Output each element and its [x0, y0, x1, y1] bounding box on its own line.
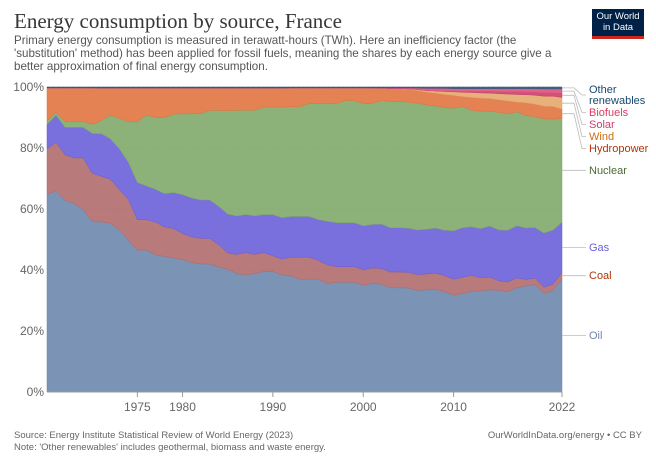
- x-tick-label: 1975: [124, 400, 151, 414]
- chart-title: Energy consumption by source, France: [14, 9, 342, 33]
- x-tick-label: 1980: [169, 400, 196, 414]
- area-series: [46, 86, 563, 393]
- legend-label-hydropower: Hydropower: [589, 143, 649, 155]
- legend-label-gas: Gas: [589, 242, 610, 254]
- legend-label-nuclear: Nuclear: [589, 165, 627, 177]
- legend-label-coal: Coal: [589, 270, 612, 282]
- legend-label-solar: Solar: [589, 119, 615, 131]
- area-other-renewables: [46, 86, 563, 90]
- source-note: Source: Energy Institute Statistical Rev…: [14, 430, 294, 441]
- y-tick-label: 60%: [20, 202, 44, 216]
- y-tick-label: 20%: [20, 324, 44, 338]
- credit-link[interactable]: OurWorldInData.org/energy • CC BY: [487, 430, 642, 441]
- legend-leader-line: [562, 102, 586, 137]
- x-tick-label: 2000: [350, 400, 377, 414]
- y-tick-label: 80%: [20, 141, 44, 155]
- footnote: Note: 'Other renewables' includes geothe…: [14, 442, 326, 453]
- legend-leader-line: [562, 87, 586, 96]
- y-tick-label: 0%: [27, 385, 45, 399]
- y-tick-label: 100%: [13, 80, 44, 94]
- legend-leader-line: [562, 90, 586, 113]
- x-axis: 1975 1980 1990 2000 2010 2022: [47, 391, 576, 414]
- logo-line-1: Our World: [596, 11, 640, 22]
- x-tick-label: 1990: [260, 400, 287, 414]
- logo-line-2: in Data: [602, 22, 634, 33]
- legend: Other renewablesBiofuelsSolarWindHydropow…: [562, 84, 649, 342]
- legend-leader-line: [562, 113, 586, 149]
- legend-label-biofuels: Biofuels: [589, 107, 629, 119]
- owid-logo[interactable]: Our World in Data: [592, 9, 644, 39]
- legend-label-oil: Oil: [589, 330, 602, 342]
- y-tick-label: 40%: [20, 263, 44, 277]
- x-tick-label: 2010: [440, 400, 467, 414]
- y-axis-labels: 0% 20% 40% 60% 80% 100%: [13, 80, 44, 399]
- x-tick-label: 2022: [549, 400, 576, 414]
- legend-label-wind: Wind: [589, 131, 614, 143]
- chart-subtitle: Primary energy consumption is measured i…: [14, 34, 552, 73]
- legend-leader-line: [562, 94, 586, 125]
- legend-label-other-renewables: Other renewables: [589, 84, 646, 107]
